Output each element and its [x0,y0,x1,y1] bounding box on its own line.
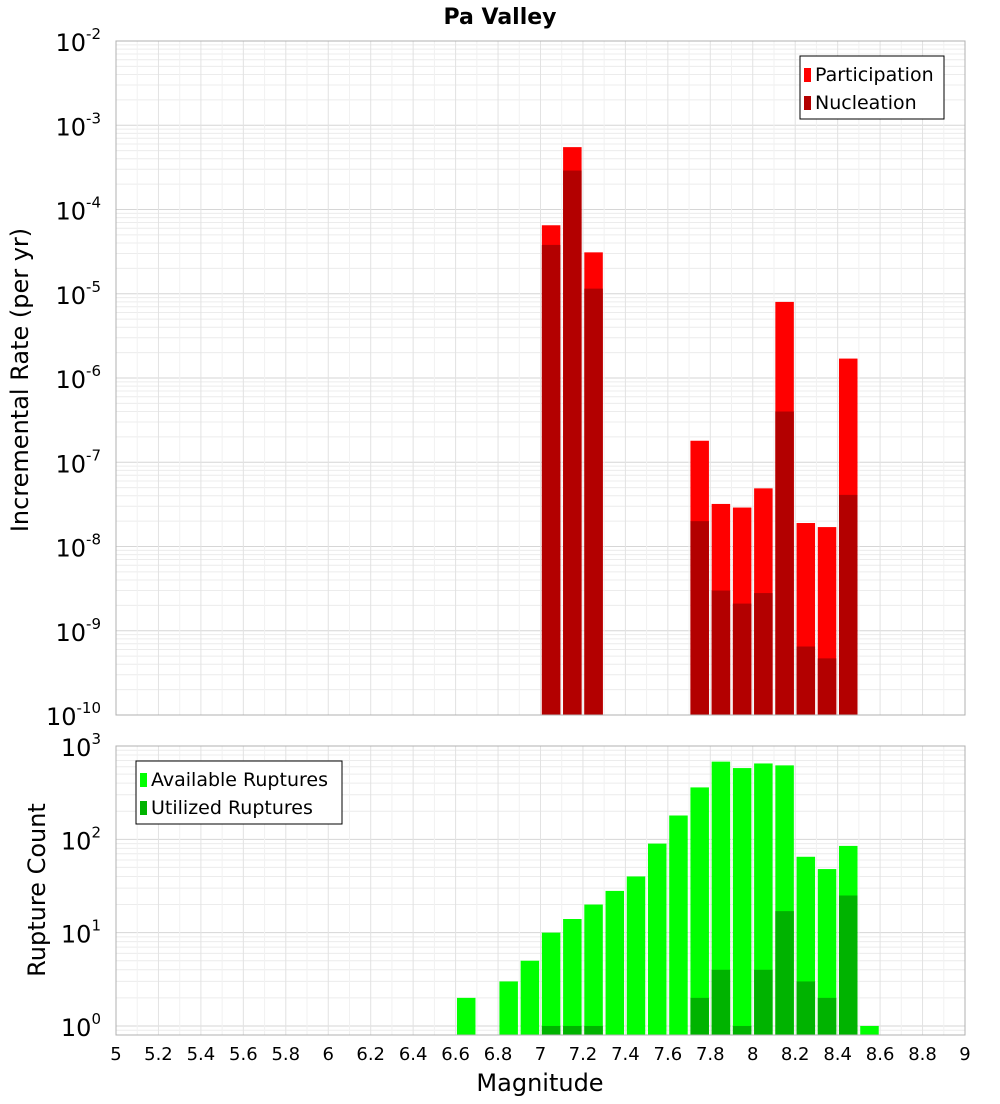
bar-utilized-ruptures-7.85 [711,969,731,1035]
bar-available-ruptures-8.35 [817,869,837,1035]
y-tick-label: 10-4 [55,194,101,226]
x-tick-label: 6 [323,1044,334,1065]
x-tick-label: 8.6 [866,1044,895,1065]
bar-nucleation-7.85 [711,590,731,715]
bar-utilized-ruptures-8.35 [817,997,837,1035]
x-tick-label: 8.2 [781,1044,810,1065]
legend-box-1 [135,760,343,825]
y-tick-label: 10-6 [55,362,101,394]
x-tick-label: 8.4 [823,1044,852,1065]
y-tick-label: 10-2 [55,25,101,57]
x-tick-label: 8 [747,1044,758,1065]
x-tick-label: 7.6 [654,1044,683,1065]
x-tick-label: 8.8 [908,1044,937,1065]
bar-nucleation-8.25 [796,646,816,715]
bar-utilized-ruptures-7.05 [541,1025,561,1035]
legend-label: Participation [815,64,934,86]
bar-nucleation-7.25 [584,288,603,715]
bar-available-ruptures-7.95 [732,768,752,1035]
bar-utilized-ruptures-7.25 [584,1025,603,1035]
bar-available-ruptures-7.85 [711,761,731,1035]
legend-swatch [140,773,147,787]
bar-available-ruptures-7.15 [563,919,582,1035]
bar-available-ruptures-7.55 [647,843,667,1035]
y-tick-label: 10-5 [55,278,101,310]
x-tick-label: 9 [959,1044,970,1065]
y-tick-label: 102 [61,823,101,855]
bottom-plot-area: 103 102 101 100 5 5.2 5.4 5.6 5.8 6 6.2 6.4 6.6 6.8 7 7… [61,730,971,1065]
x-tick-label: 7.2 [569,1044,598,1065]
x-tick-label: 6.4 [399,1044,428,1065]
bar-nucleation-8.05 [754,593,773,715]
bar-available-ruptures-8.55 [860,1025,879,1035]
bar-utilized-ruptures-8.05 [754,969,773,1035]
bar-available-ruptures-8.05 [754,763,773,1035]
y-tick-label: 10-10 [46,699,101,731]
bar-utilized-ruptures-8.25 [796,981,816,1035]
x-tick-label: 5.4 [187,1044,216,1065]
y-tick-label: 10-3 [55,109,101,141]
x-tick-label: 7.8 [696,1044,725,1065]
x-tick-label: 5.2 [144,1044,173,1065]
bar-available-ruptures-6.95 [520,960,540,1035]
plot-border-0 [115,40,966,716]
bar-available-ruptures-7.25 [584,904,603,1035]
y-tick-label: 100 [61,1010,101,1042]
bar-utilized-ruptures-8.15 [775,911,794,1035]
legend-swatch [804,96,811,110]
bar-nucleation-7.05 [541,244,561,715]
legend-label: Nucleation [815,92,917,114]
y-tick-label: 10-8 [55,531,101,563]
bar-nucleation-7.75 [690,521,709,715]
bar-available-ruptures-7.75 [690,787,709,1035]
bar-utilized-ruptures-7.15 [563,1025,582,1035]
bar-nucleation-8.15 [775,411,794,715]
bar-utilized-ruptures-7.95 [732,1025,752,1035]
bar-available-ruptures-7.45 [626,876,646,1035]
x-tick-label: 6.2 [356,1044,385,1065]
bar-utilized-ruptures-7.75 [690,997,709,1035]
bar-nucleation-8.35 [817,658,837,715]
y-tick-label: 10-9 [55,615,101,647]
legend-swatch [140,801,147,815]
top-plot-area: 10-2 10-3 10-4 10-5 10-6 10-7 10-8 10-9 10-10 Par… [46,25,966,731]
bar-available-ruptures-7.35 [605,890,625,1035]
chart-title: Pa Valley [443,5,556,30]
bar-available-ruptures-7.05 [541,932,561,1035]
legend-box-0 [799,55,945,120]
x-tick-label: 6.8 [484,1044,513,1065]
top-y-axis-label: Incremental Rate (per yr) [6,228,34,532]
legend-label: Available Ruptures [151,769,328,791]
bar-nucleation-7.15 [563,170,582,715]
x-tick-label: 5.8 [271,1044,300,1065]
bar-nucleation-7.95 [732,603,752,715]
x-axis-label: Magnitude [476,1069,603,1097]
x-tick-label: 7.4 [611,1044,640,1065]
legend-label: Utilized Ruptures [151,797,313,819]
bar-nucleation-8.45 [839,494,858,715]
x-tick-label: 7 [535,1044,546,1065]
x-tick-label: 6.6 [441,1044,470,1065]
bar-available-ruptures-7.65 [669,815,688,1035]
legend-swatch [804,68,811,82]
bar-available-ruptures-6.65 [456,997,476,1035]
x-tick-label: 5 [110,1044,121,1065]
bar-available-ruptures-6.85 [499,981,518,1035]
bar-utilized-ruptures-8.45 [839,895,858,1035]
y-tick-label: 101 [61,917,101,949]
plot-border-1 [115,745,966,1036]
y-tick-label: 103 [61,730,101,762]
bottom-y-axis-label: Rupture Count [23,803,51,977]
x-tick-label: 5.6 [229,1044,258,1065]
y-tick-label: 10-7 [55,446,101,478]
